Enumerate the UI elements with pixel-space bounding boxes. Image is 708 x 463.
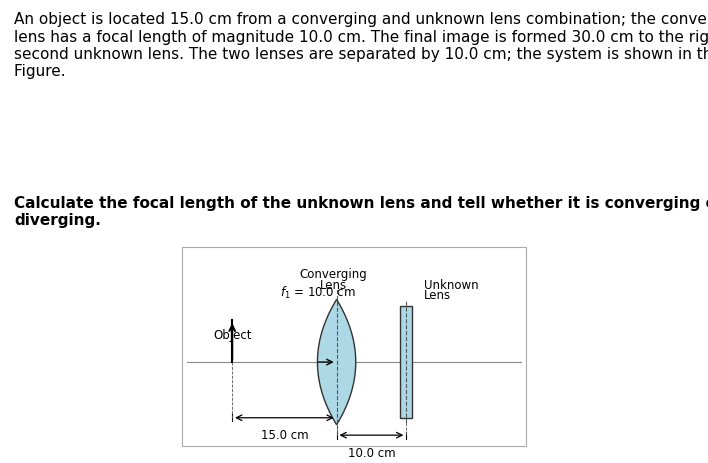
Text: Lens: Lens bbox=[423, 288, 451, 301]
Text: Unknown: Unknown bbox=[423, 278, 478, 291]
Text: 15.0 cm: 15.0 cm bbox=[261, 428, 308, 441]
Bar bbox=[400, 307, 412, 418]
Text: An object is located 15.0 cm from a converging and unknown lens combination; the: An object is located 15.0 cm from a conv… bbox=[14, 12, 708, 79]
Polygon shape bbox=[317, 300, 355, 425]
Text: Object: Object bbox=[213, 328, 251, 341]
FancyBboxPatch shape bbox=[182, 248, 526, 445]
Text: $f_1$ = 10.0 cm: $f_1$ = 10.0 cm bbox=[280, 284, 355, 300]
Text: Converging: Converging bbox=[299, 268, 367, 281]
Text: 10.0 cm: 10.0 cm bbox=[348, 445, 395, 459]
Text: Calculate the focal length of the unknown lens and tell whether it is converging: Calculate the focal length of the unknow… bbox=[14, 195, 708, 227]
Text: Lens: Lens bbox=[319, 278, 347, 291]
